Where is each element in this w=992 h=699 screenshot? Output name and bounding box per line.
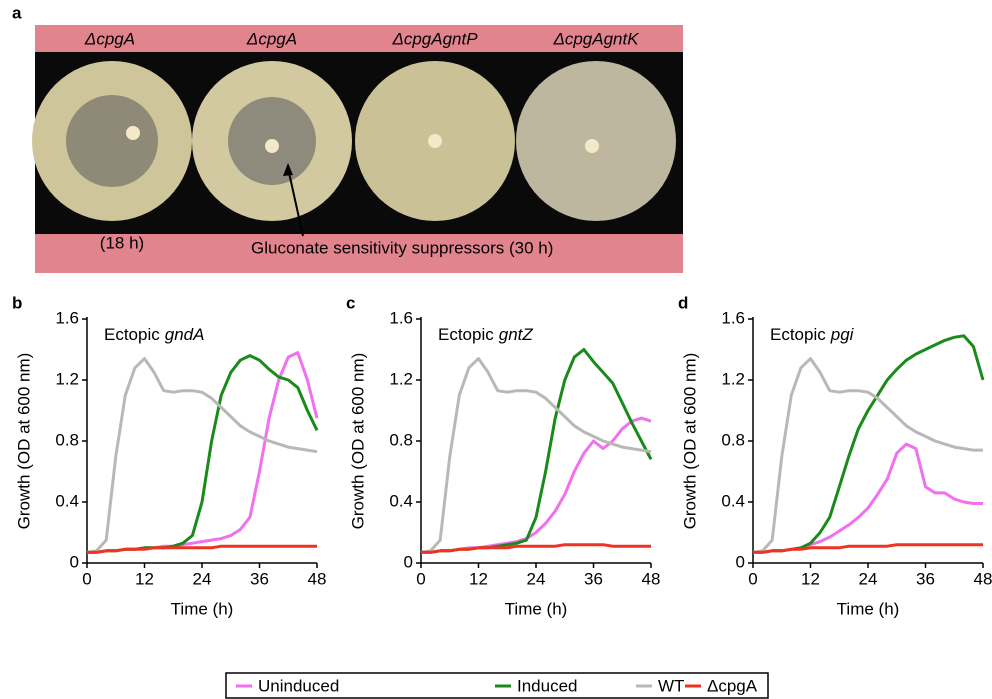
title-gene: gndA [165, 325, 205, 344]
plate-label: ΔcpgAgntP [391, 29, 478, 48]
chart-title: Ectopic gntZ [438, 325, 533, 344]
y-tick-label: 1.6 [55, 308, 79, 327]
x-tick-label: 12 [801, 569, 820, 588]
title-gene: gntZ [499, 325, 534, 344]
disc [126, 126, 140, 140]
legend-label: WT [658, 676, 684, 695]
chart-title: Ectopic gndA [104, 325, 204, 344]
x-tick-label: 48 [974, 569, 992, 588]
x-tick-label: 48 [308, 569, 327, 588]
y-tick-label: 1.2 [389, 369, 413, 388]
y-tick-label: 0 [404, 552, 413, 571]
legend-label: Uninduced [258, 676, 339, 695]
x-tick-label: 12 [469, 569, 488, 588]
note: (18 h) [100, 233, 144, 252]
series-line [421, 418, 651, 552]
title-text: Ectopic [104, 325, 160, 344]
y-tick-label: 1.6 [721, 308, 745, 327]
x-axis-label: Time (h) [837, 599, 900, 618]
x-tick-label: 36 [250, 569, 269, 588]
title-gene: pgi [830, 325, 855, 344]
x-tick-label: 24 [527, 569, 546, 588]
figure: a ΔcpgA ΔcpgA ΔcpgAgntP ΔcpgAgntK (18 h)… [0, 0, 992, 699]
series-line [753, 444, 983, 552]
panel-label: b [12, 293, 22, 312]
y-tick-label: 0.8 [389, 430, 413, 449]
disc [585, 139, 599, 153]
plate-label: ΔcpgA [84, 29, 135, 48]
x-tick-label: 36 [584, 569, 603, 588]
legend-label: Induced [517, 676, 578, 695]
note: Gluconate sensitivity suppressors (30 h) [251, 238, 553, 257]
y-tick-label: 1.6 [389, 308, 413, 327]
panel-label: d [678, 293, 688, 312]
panel-label: a [12, 3, 22, 22]
x-tick-label: 24 [193, 569, 212, 588]
x-axis-label: Time (h) [171, 599, 234, 618]
series-line [87, 353, 317, 553]
plate-label: ΔcpgA [246, 29, 297, 48]
plate-label: ΔcpgAgntK [552, 29, 639, 48]
x-tick-label: 0 [416, 569, 425, 588]
y-axis-label: Growth (OD at 600 nm) [680, 353, 699, 530]
y-tick-label: 0.4 [55, 491, 79, 510]
series-line [421, 350, 651, 553]
legend-label: ΔcpgA [707, 676, 758, 695]
y-tick-label: 1.2 [721, 369, 745, 388]
x-tick-label: 36 [916, 569, 935, 588]
series-line [753, 545, 983, 553]
disc [428, 134, 442, 148]
series-line [87, 359, 317, 553]
y-tick-label: 0.8 [721, 430, 745, 449]
y-tick-label: 0 [736, 552, 745, 571]
title-text: Ectopic [438, 325, 494, 344]
inhibition-zone [66, 95, 158, 187]
series-line [87, 356, 317, 553]
y-tick-label: 0.4 [721, 491, 745, 510]
y-tick-label: 0 [70, 552, 79, 571]
series-line [421, 545, 651, 553]
x-tick-label: 48 [642, 569, 661, 588]
x-tick-label: 0 [82, 569, 91, 588]
panel-label: c [346, 293, 355, 312]
title-text: Ectopic [770, 325, 826, 344]
series-line [753, 359, 983, 553]
y-tick-label: 0.8 [55, 430, 79, 449]
x-tick-label: 12 [135, 569, 154, 588]
series-line [87, 546, 317, 552]
y-tick-label: 1.2 [55, 369, 79, 388]
y-axis-label: Growth (OD at 600 nm) [348, 353, 367, 530]
disc [265, 139, 279, 153]
y-axis-label: Growth (OD at 600 nm) [14, 353, 33, 530]
x-tick-label: 0 [748, 569, 757, 588]
y-tick-label: 0.4 [389, 491, 413, 510]
x-tick-label: 24 [859, 569, 878, 588]
x-axis-label: Time (h) [505, 599, 568, 618]
